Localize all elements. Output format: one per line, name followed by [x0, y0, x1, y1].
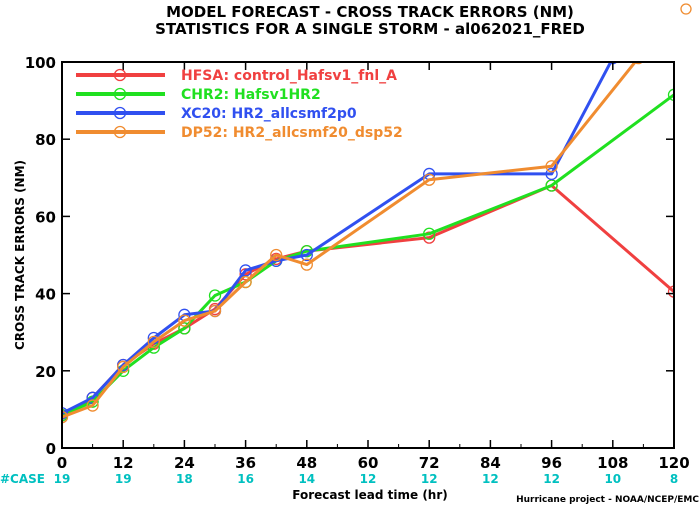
series-1-point-9 [423, 227, 436, 240]
series-1-point-11 [667, 88, 674, 101]
series-2-point-8 [300, 248, 313, 262]
x-tick-label-10: 120 [658, 454, 689, 472]
case-count-1: 19 [115, 472, 132, 486]
case-count-5: 12 [360, 472, 377, 486]
legend-label-0: HFSA: control_Hafsv1_fnl_A [181, 68, 397, 84]
x-axis-label: Forecast lead time (hr) [292, 488, 448, 502]
series-3-point-7 [270, 248, 283, 262]
case-count-8: 12 [543, 472, 560, 486]
series-3-point-5 [208, 304, 222, 318]
x-tick-label-3: 36 [235, 454, 256, 472]
series-3-point-1 [86, 399, 99, 412]
case-count-4: 14 [298, 472, 315, 486]
case-count-0: 19 [54, 472, 71, 486]
case-count-3: 16 [237, 472, 254, 486]
x-tick-label-1: 12 [113, 454, 134, 472]
series-line-2 [62, 62, 613, 415]
y-axis-label: CROSS TRACK ERRORS (NM) [13, 160, 27, 350]
case-count-6: 12 [421, 472, 438, 486]
series-3-point-6 [239, 275, 252, 289]
legend-marker-3 [113, 125, 127, 139]
x-tick-label-2: 24 [174, 454, 195, 472]
x-tick-label-0: 0 [57, 454, 67, 472]
series-3-point-11 [633, 62, 644, 65]
x-tick-label-8: 96 [541, 454, 562, 472]
plot-frame [61, 61, 675, 449]
series-0-point-9 [423, 231, 436, 244]
chart-title: MODEL FORECAST - CROSS TRACK ERRORS (NM) [166, 3, 574, 21]
legend-label-3: DP52: HR2_allcsmf20_dsp52 [181, 125, 403, 141]
series-3-point-9 [423, 173, 436, 186]
series-line-1 [62, 93, 674, 417]
series-layer [62, 62, 674, 424]
legend-label-2: XC20: HR2_allcsmf2p0 [181, 106, 357, 122]
x-tick-label-6: 72 [419, 454, 440, 472]
y-tick-label-0: 0 [46, 440, 56, 458]
case-label: #CASE [0, 472, 45, 486]
case-count-10: 8 [670, 472, 678, 486]
y-tick-label-5: 100 [25, 54, 56, 72]
series-3-point-8 [300, 258, 313, 271]
x-tick-label-4: 48 [296, 454, 317, 472]
series-3-point-10 [545, 160, 558, 173]
series-3-point-4 [178, 314, 191, 327]
series-1-point-4 [178, 322, 191, 335]
series-2-point-0 [62, 407, 69, 420]
legend-label-1: CHR2: Hafsv1HR2 [181, 87, 321, 103]
credit-text: Hurricane project - NOAA/NCEP/EMC [516, 495, 699, 505]
x-tick-label-9: 108 [597, 454, 628, 472]
x-tick-label-7: 84 [480, 454, 501, 472]
legend-marker-2 [113, 106, 127, 120]
series-0-point-11 [667, 285, 674, 298]
corner-marker-icon [680, 3, 692, 15]
series-0-point-6 [239, 268, 252, 281]
case-count-9: 10 [604, 472, 621, 486]
series-3-point-3 [147, 335, 160, 349]
x-tick-label-5: 60 [358, 454, 379, 472]
series-3-point-0 [62, 410, 69, 424]
y-tick-label-1: 20 [35, 363, 56, 381]
series-3-point-2 [117, 360, 130, 374]
case-count-2: 18 [176, 472, 193, 486]
y-tick-label-3: 60 [35, 208, 56, 226]
legend-marker-1 [113, 87, 127, 101]
legend-marker-0 [113, 68, 127, 82]
case-count-7: 12 [482, 472, 499, 486]
series-2-point-10 [545, 167, 558, 181]
series-line-3 [62, 62, 638, 419]
series-1-point-5 [208, 289, 222, 302]
legend: HFSA: control_Hafsv1_fnl_A CHR2: Hafsv1HR… [76, 68, 403, 141]
y-tick-label-4: 80 [35, 131, 56, 149]
y-tick-label-2: 40 [35, 286, 56, 304]
chart-subtitle: STATISTICS FOR A SINGLE STORM - al062021… [155, 20, 585, 38]
series-line-0 [62, 184, 674, 417]
